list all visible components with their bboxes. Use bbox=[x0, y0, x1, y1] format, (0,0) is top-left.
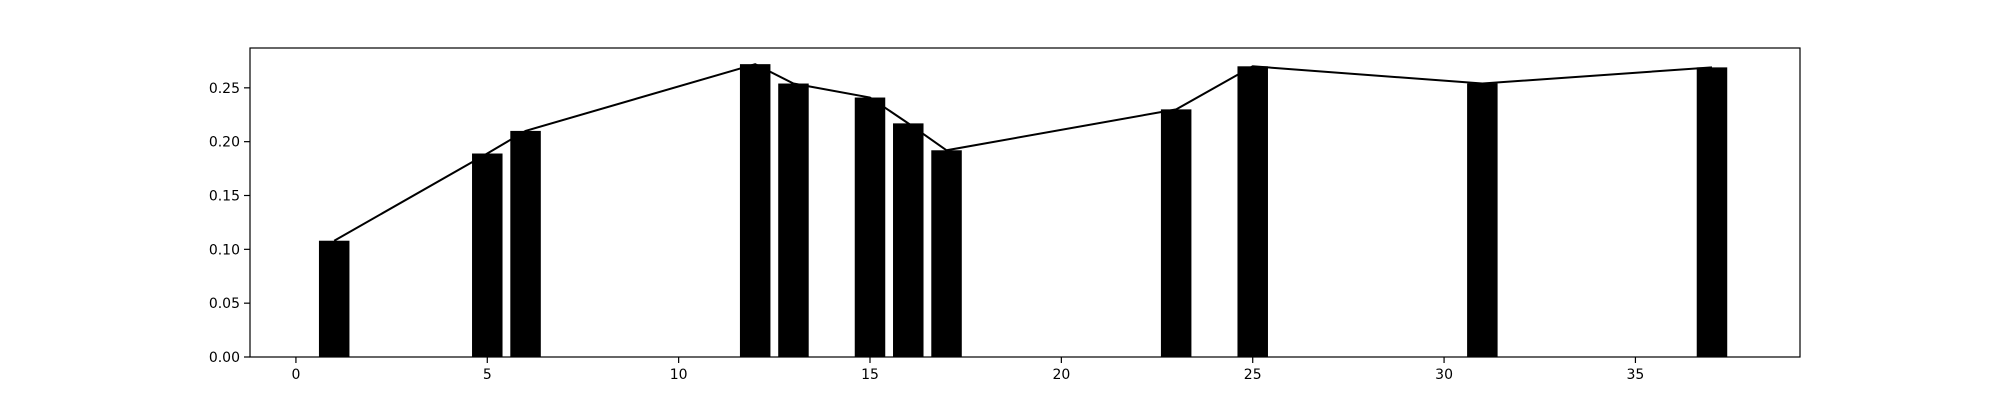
y-tick-label: 0.25 bbox=[209, 81, 240, 97]
y-tick-label: 0.00 bbox=[209, 350, 240, 366]
bar bbox=[854, 97, 886, 357]
y-tick-label: 0.05 bbox=[209, 296, 240, 312]
bar bbox=[1467, 83, 1498, 357]
x-tick-label: 20 bbox=[1052, 367, 1070, 383]
bar bbox=[1160, 109, 1192, 358]
y-tick-label: 0.15 bbox=[209, 189, 240, 205]
bar bbox=[931, 150, 962, 357]
x-tick-label: 15 bbox=[861, 367, 879, 383]
line-layer bbox=[333, 63, 1713, 242]
y-tick-label: 0.20 bbox=[209, 135, 240, 151]
bar bbox=[1237, 66, 1268, 358]
series-line bbox=[333, 63, 1713, 242]
x-tick-label: 10 bbox=[670, 367, 688, 383]
y-tick-label: 0.10 bbox=[209, 242, 240, 258]
bar bbox=[318, 240, 350, 357]
x-tick-label: 35 bbox=[1627, 367, 1645, 383]
y-axis: 0.00 0.05 0.10 0.15 0.20 0.25 bbox=[209, 81, 250, 366]
x-tick-label: 30 bbox=[1435, 367, 1453, 383]
bar bbox=[510, 130, 541, 357]
x-axis: 0 5 10 15 20 25 30 35 bbox=[291, 357, 1644, 383]
bars-layer bbox=[318, 64, 1728, 358]
bar bbox=[472, 153, 503, 357]
bar bbox=[739, 64, 771, 358]
bar bbox=[1696, 67, 1728, 357]
bar bbox=[778, 83, 809, 357]
plot-frame bbox=[249, 47, 1801, 358]
x-tick-label: 25 bbox=[1244, 367, 1262, 383]
bar bbox=[893, 123, 924, 358]
x-tick-label: 5 bbox=[483, 367, 492, 383]
x-tick-label: 0 bbox=[291, 367, 300, 383]
